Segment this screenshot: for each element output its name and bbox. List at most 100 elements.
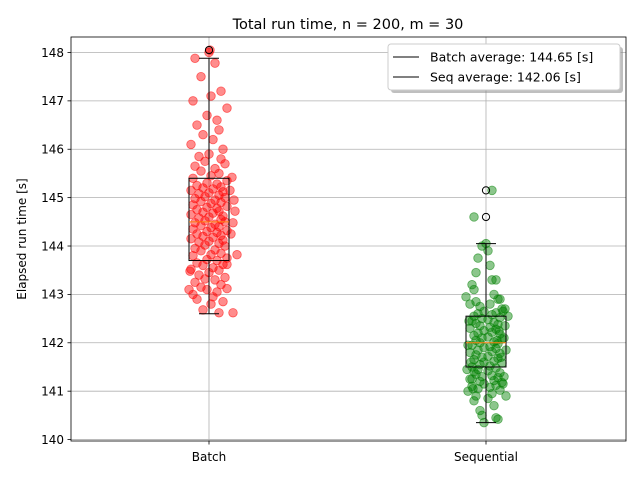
- legend-label-seq: Seq average: 142.06 [s]: [430, 70, 581, 85]
- data-point: [485, 260, 495, 271]
- y-tick-label: 148: [41, 46, 64, 60]
- data-point: [475, 405, 485, 416]
- data-point: [214, 125, 224, 135]
- data-point: [465, 299, 475, 309]
- data-point: [212, 115, 222, 125]
- x-tick-label: Sequential: [454, 450, 518, 464]
- data-point: [467, 280, 477, 290]
- y-tick-label: 142: [41, 336, 64, 350]
- data-point: [473, 253, 483, 263]
- y-tick-label: 143: [41, 288, 64, 302]
- data-point: [232, 250, 242, 260]
- data-point: [230, 206, 240, 216]
- legend: Batch average: 144.65 [s] Seq average: 1…: [387, 43, 623, 93]
- data-point: [471, 350, 481, 360]
- data-point: [229, 195, 239, 205]
- y-tick-label: 146: [41, 143, 64, 157]
- legend-box: [387, 43, 621, 91]
- data-point: [214, 308, 224, 318]
- data-point: [467, 381, 477, 392]
- data-point: [190, 53, 200, 63]
- data-point: [218, 187, 228, 197]
- data-point: [204, 47, 214, 58]
- data-point: [184, 284, 194, 295]
- data-point: [190, 161, 200, 171]
- data-point: [471, 267, 481, 278]
- data-point: [185, 266, 195, 276]
- data-point: [218, 296, 228, 307]
- data-point: [222, 103, 232, 113]
- legend-label-batch: Batch average: 144.65 [s]: [430, 50, 593, 65]
- data-point: [499, 371, 509, 382]
- data-point: [469, 284, 479, 295]
- data-point: [463, 340, 473, 350]
- data-point: [192, 120, 202, 130]
- data-point: [210, 275, 220, 285]
- data-point: [212, 287, 222, 297]
- data-point: [496, 352, 506, 362]
- data-point: [210, 163, 220, 174]
- data-point: [468, 384, 478, 394]
- data-point: [489, 400, 499, 411]
- data-point: [501, 391, 511, 401]
- data-point: [210, 58, 220, 68]
- plot-frame: [70, 36, 627, 442]
- boxplots: [188, 45, 507, 424]
- y-tick-label: 145: [41, 191, 64, 205]
- iqr-box: [188, 177, 230, 262]
- data-point: [469, 212, 479, 222]
- data-point: [469, 396, 479, 406]
- y-tick-label: 147: [41, 94, 64, 108]
- data-point: [208, 134, 218, 145]
- x-tick-label: Batch: [192, 450, 227, 464]
- jitter-points: [184, 45, 513, 428]
- data-point: [498, 379, 508, 389]
- data-point: [198, 130, 208, 140]
- data-point: [500, 321, 510, 331]
- data-point: [186, 139, 196, 150]
- data-point: [228, 218, 238, 228]
- data-point: [218, 144, 228, 154]
- y-tick-label: 140: [41, 433, 64, 447]
- y-axis-label: Elapsed run time [s]: [15, 178, 29, 299]
- data-point: [216, 154, 226, 164]
- data-point: [218, 235, 228, 245]
- data-point: [495, 294, 505, 304]
- data-point: [471, 296, 481, 307]
- data-point: [226, 229, 236, 239]
- y-tick-label: 144: [41, 239, 64, 253]
- data-point: [497, 304, 507, 314]
- data-point: [227, 172, 237, 183]
- data-point: [464, 316, 474, 326]
- data-point: [212, 179, 222, 189]
- data-point: [194, 151, 204, 162]
- data-point: [473, 328, 483, 338]
- axes: 140 141 142 143 144 145 146 147 148 Batch Sequenti…: [41, 46, 518, 464]
- data-point: [196, 71, 206, 82]
- data-point: [487, 185, 497, 196]
- data-point: [466, 357, 476, 367]
- data-point: [461, 292, 471, 302]
- outlier-marker: [204, 45, 214, 55]
- data-point: [188, 96, 198, 106]
- data-point: [485, 299, 495, 309]
- iqr-box: [465, 315, 507, 368]
- data-point: [491, 380, 501, 391]
- chart-title: Total run time, n = 200, m = 30: [232, 17, 464, 33]
- outlier-marker: [481, 212, 491, 222]
- data-point: [491, 275, 501, 285]
- outlier-marker: [481, 186, 491, 195]
- data-point: [202, 110, 212, 121]
- data-point: [192, 180, 202, 191]
- data-point: [198, 305, 208, 315]
- data-point: [467, 316, 477, 326]
- data-point: [220, 272, 230, 283]
- data-point: [492, 335, 502, 346]
- data-point: [491, 413, 501, 423]
- data-point: [194, 270, 204, 280]
- data-point: [222, 259, 232, 270]
- data-point: [202, 178, 212, 188]
- data-point: [228, 308, 238, 318]
- data-point: [206, 91, 216, 101]
